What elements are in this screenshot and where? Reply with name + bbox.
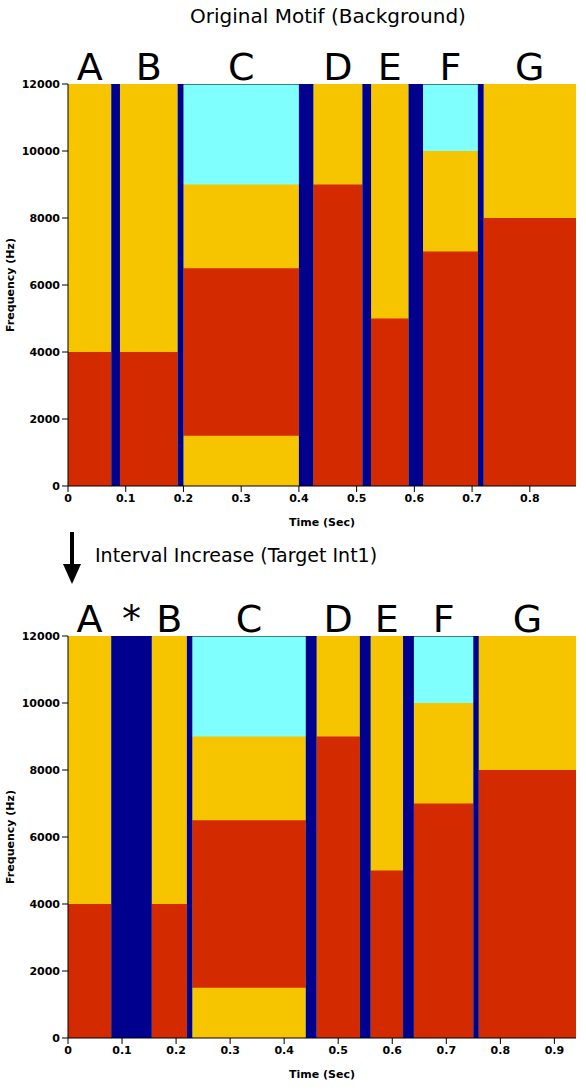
svg-text:Frequency (Hz): Frequency (Hz) [4,790,17,884]
svg-text:12000: 12000 [22,78,61,91]
svg-text:0.5: 0.5 [347,492,367,505]
svg-text:2000: 2000 [29,413,60,426]
svg-text:0.5: 0.5 [328,1044,348,1057]
svg-text:4000: 4000 [29,346,60,359]
svg-text:0: 0 [64,492,72,505]
svg-text:8000: 8000 [29,212,60,225]
svg-text:D: D [324,597,353,641]
svg-text:8000: 8000 [29,764,60,777]
html-text:Original Motif (Background): Original Motif (Background) [190,4,466,28]
svg-text:0.9: 0.9 [545,1044,565,1057]
svg-text:4000: 4000 [29,898,60,911]
svg-text:0.7: 0.7 [437,1044,457,1057]
svg-text:Time (Sec): Time (Sec) [289,1068,355,1081]
svg-text:Frequency (Hz): Frequency (Hz) [4,238,17,332]
svg-text:0: 0 [52,480,60,493]
svg-text:Time (Sec): Time (Sec) [289,516,355,529]
svg-text:0.2: 0.2 [166,1044,186,1057]
svg-text:B: B [136,45,162,89]
svg-text:2000: 2000 [29,965,60,978]
svg-text:A: A [77,45,103,89]
svg-text:0.8: 0.8 [520,492,540,505]
svg-text:0.6: 0.6 [383,1044,403,1057]
svg-text:G: G [515,45,544,89]
svg-text:E: E [375,597,399,641]
svg-text:0.1: 0.1 [116,492,136,505]
svg-text:0.3: 0.3 [231,492,251,505]
svg-text:10000: 10000 [22,697,61,710]
svg-text:B: B [156,597,182,641]
svg-text:F: F [440,45,462,89]
svg-text:F: F [433,597,455,641]
svg-text:0.7: 0.7 [462,492,482,505]
svg-text:6000: 6000 [29,831,60,844]
svg-text:0.1: 0.1 [112,1044,132,1057]
svg-text:0.4: 0.4 [289,492,309,505]
svg-text:0.8: 0.8 [491,1044,511,1057]
svg-text:6000: 6000 [29,279,60,292]
svg-text:10000: 10000 [22,145,61,158]
svg-text:0.2: 0.2 [174,492,194,505]
svg-text:C: C [236,597,263,641]
svg-text:A: A [77,597,103,641]
svg-text:C: C [228,45,255,89]
svg-text:12000: 12000 [22,630,61,643]
svg-text:E: E [378,45,402,89]
svg-text:G: G [513,597,542,641]
svg-text:0: 0 [52,1032,60,1045]
svg-text:*: * [122,597,141,641]
svg-text:0.6: 0.6 [405,492,425,505]
svg-text:D: D [323,45,352,89]
svg-text:0.4: 0.4 [274,1044,294,1057]
html-text:Interval Increase (Target Int1: Interval Increase (Target Int1) [95,544,378,566]
svg-text:0: 0 [64,1044,72,1057]
svg-text:0.3: 0.3 [220,1044,240,1057]
